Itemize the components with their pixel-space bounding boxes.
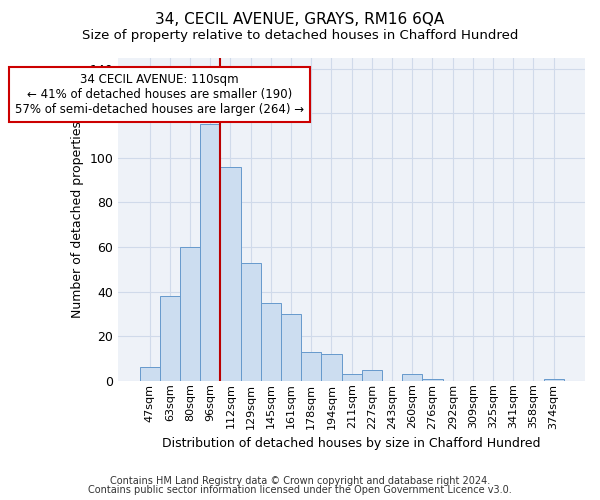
Text: Contains HM Land Registry data © Crown copyright and database right 2024.: Contains HM Land Registry data © Crown c… [110, 476, 490, 486]
X-axis label: Distribution of detached houses by size in Chafford Hundred: Distribution of detached houses by size … [163, 437, 541, 450]
Bar [544, 378, 564, 381]
Bar [140, 368, 160, 381]
Bar [301, 352, 322, 381]
Text: 34 CECIL AVENUE: 110sqm
← 41% of detached houses are smaller (190)
57% of semi-d: 34 CECIL AVENUE: 110sqm ← 41% of detache… [15, 73, 304, 116]
Text: 34, CECIL AVENUE, GRAYS, RM16 6QA: 34, CECIL AVENUE, GRAYS, RM16 6QA [155, 12, 445, 28]
Text: Contains public sector information licensed under the Open Government Licence v3: Contains public sector information licen… [88, 485, 512, 495]
Bar [200, 124, 220, 381]
Bar [402, 374, 422, 381]
Bar [362, 370, 382, 381]
Bar [422, 378, 443, 381]
Bar [220, 166, 241, 381]
Bar [241, 262, 261, 381]
Bar [180, 247, 200, 381]
Text: Size of property relative to detached houses in Chafford Hundred: Size of property relative to detached ho… [82, 29, 518, 42]
Bar [261, 302, 281, 381]
Bar [281, 314, 301, 381]
Y-axis label: Number of detached properties: Number of detached properties [71, 120, 84, 318]
Bar [341, 374, 362, 381]
Bar [160, 296, 180, 381]
Bar [322, 354, 341, 381]
